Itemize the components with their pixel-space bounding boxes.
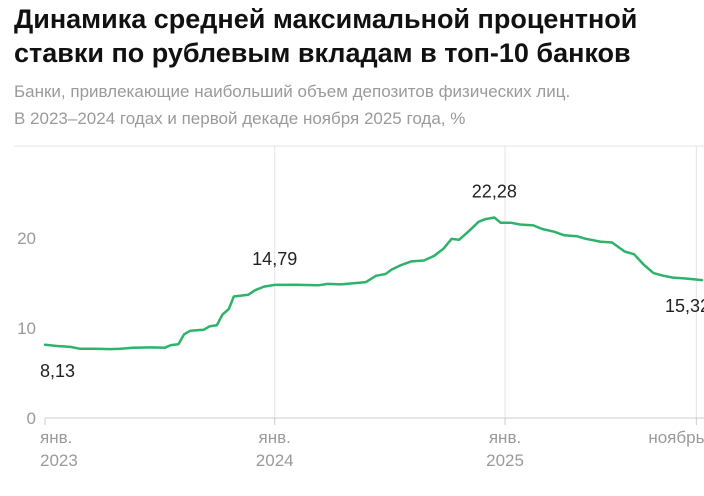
y-tick-label: 10	[17, 319, 36, 338]
x-tick-label: янв.	[259, 428, 291, 447]
data-label: 22,28	[472, 181, 517, 201]
data-label: 14,79	[252, 249, 297, 269]
subtitle-line-1: Банки, привлекающие наибольший объем деп…	[14, 82, 571, 101]
y-tick-label: 0	[27, 409, 36, 428]
chart-subtitle: Банки, привлекающие наибольший объем деп…	[14, 78, 704, 132]
data-label: 15,32	[665, 296, 704, 316]
y-tick-label: 20	[17, 229, 36, 248]
data-label: 8,13	[40, 361, 75, 381]
x-tick-label: янв.	[40, 428, 72, 447]
subtitle-line-2: В 2023–2024 годах и первой декаде ноября…	[14, 109, 466, 128]
x-tick-label-year: 2024	[256, 451, 294, 470]
series-line	[43, 216, 704, 351]
x-tick-label: янв.	[489, 428, 521, 447]
x-tick-label-year: 2025	[486, 451, 524, 470]
chart-title: Динамика средней максимальной процентной…	[14, 4, 638, 68]
x-tick-label: ноябрь	[648, 428, 704, 447]
x-tick-label-year: 2023	[40, 451, 78, 470]
